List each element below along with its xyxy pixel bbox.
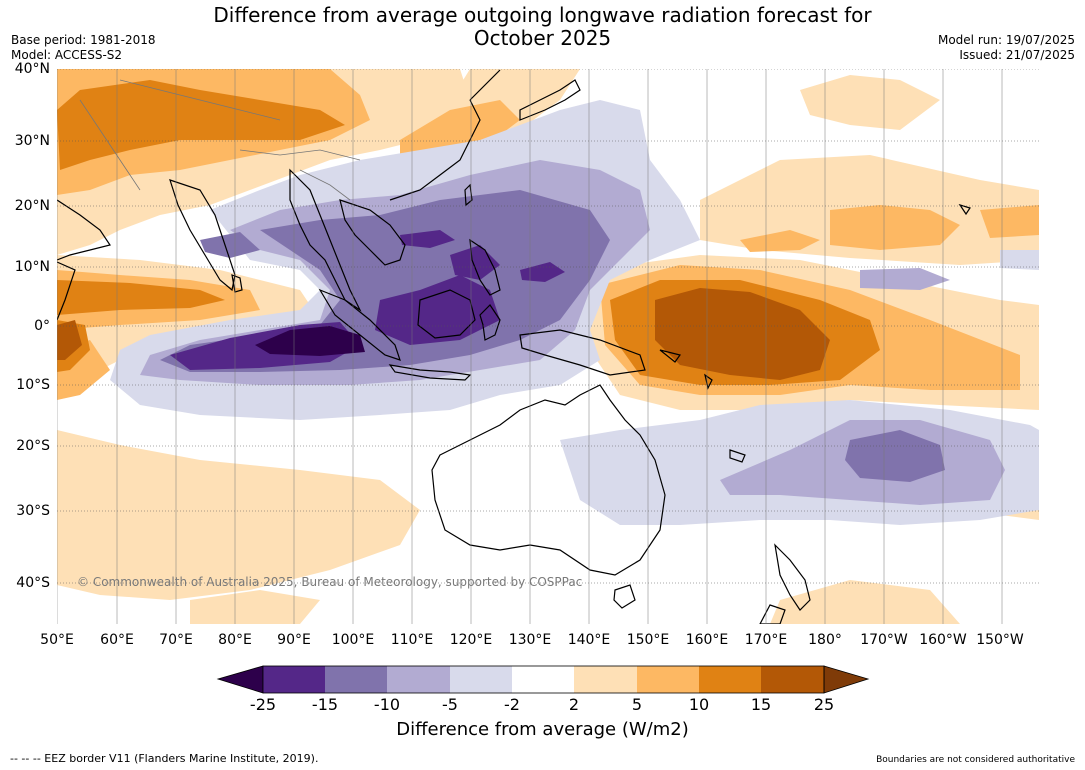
colorbar-segment — [761, 666, 824, 693]
colorbar-tick: 5 — [631, 695, 643, 714]
lon-label: 180° — [808, 632, 842, 648]
eez-border-note: -- -- -- EEZ border V11 (Flanders Marine… — [10, 752, 319, 765]
colorbar-segment — [387, 666, 450, 693]
colorbar-segment — [574, 666, 637, 693]
anomaly-deepest-purple — [255, 326, 365, 356]
model-name: Model: ACCESS-S2 — [11, 48, 123, 62]
colorbar-segment — [637, 666, 699, 693]
copyright-notice: © Commonwealth of Australia 2025, Bureau… — [77, 575, 583, 589]
page-title: Difference from average outgoing longwav… — [0, 4, 1085, 50]
colorbar — [0, 660, 1085, 700]
lat-label: 20°N — [14, 198, 50, 214]
lat-label: 0° — [34, 318, 50, 334]
colorbar-outline — [262, 665, 825, 694]
colorbar-segment — [263, 666, 325, 693]
colorbar-tick: -15 — [311, 695, 339, 714]
lat-label: 40°N — [14, 61, 50, 77]
lat-label: 10°N — [14, 259, 50, 275]
colorbar-max-arrow — [823, 665, 870, 694]
colorbar-segment — [699, 666, 761, 693]
lon-label: 70°E — [159, 632, 193, 648]
meta-right: Model run: 19/07/2025 Issued: 21/07/2025 — [938, 33, 1075, 63]
colorbar-tick: 10 — [688, 695, 710, 714]
model-run: Model run: 19/07/2025 — [937, 33, 1075, 47]
colorbar-tick: 2 — [568, 695, 580, 714]
lon-label: 50°E — [40, 632, 74, 648]
issued-date: Issued: 21/07/2025 — [959, 48, 1075, 62]
lon-label: 150°W — [976, 632, 1024, 648]
lat-label: 20°S — [16, 438, 50, 454]
lon-label: 90°E — [277, 632, 311, 648]
colorbar-tick: 15 — [750, 695, 772, 714]
meta-left: Base period: 1981-2018 Model: ACCESS-S2 — [11, 33, 156, 63]
lat-label: 30°S — [16, 503, 50, 519]
colorbar-segment — [325, 666, 387, 693]
lon-label: 170°W — [860, 632, 908, 648]
lon-label: 80°E — [218, 632, 252, 648]
lat-label: 30°N — [14, 133, 50, 149]
colorbar-tick: -25 — [249, 695, 277, 714]
colorbar-label: Difference from average (W/m2) — [396, 719, 689, 740]
title-line-1: Difference from average outgoing longwav… — [213, 3, 872, 27]
colorbar-segment — [512, 666, 574, 693]
lon-label: 160°E — [685, 632, 729, 648]
anomaly-brown — [57, 288, 830, 380]
boundaries-disclaimer: Boundaries are not considered authoritat… — [876, 755, 1075, 765]
colorbar-tick: -2 — [504, 695, 520, 714]
lon-label: 140°E — [567, 632, 611, 648]
meridian-lines — [57, 69, 1003, 624]
colorbar-min-arrow — [216, 665, 264, 694]
colorbar-graphic — [216, 665, 870, 694]
colorbar-tick: 25 — [813, 695, 835, 714]
lon-label: 130°E — [508, 632, 552, 648]
country-borders — [79, 79, 361, 201]
lon-label: 150°E — [626, 632, 670, 648]
colorbar-tick: -5 — [442, 695, 458, 714]
lon-label: 170°E — [744, 632, 788, 648]
colorbar-segment — [450, 666, 512, 693]
colorbar-tick: -10 — [373, 695, 401, 714]
base-period: Base period: 1981-2018 — [11, 33, 156, 47]
lon-label: 100°E — [331, 632, 375, 648]
lon-label: 160°W — [919, 632, 967, 648]
lon-label: 60°E — [100, 632, 134, 648]
title-line-2: October 2025 — [473, 26, 612, 50]
olr-anomaly-map — [57, 69, 1039, 624]
lon-label: 110°E — [390, 632, 434, 648]
lat-label: 40°S — [16, 575, 50, 591]
lon-label: 120°E — [449, 632, 493, 648]
map-panel[interactable] — [57, 69, 1039, 624]
coastlines — [57, 69, 971, 624]
lat-label: 10°S — [16, 377, 50, 393]
